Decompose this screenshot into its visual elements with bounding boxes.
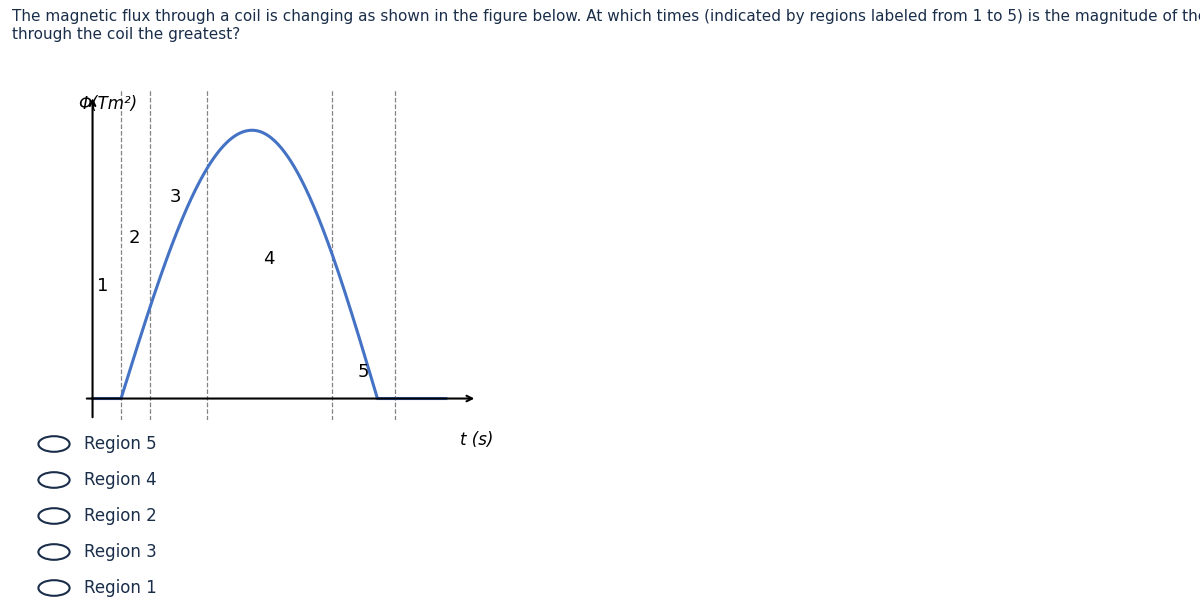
Text: t (s): t (s)	[461, 431, 494, 449]
Text: The magnetic flux through a coil is changing as shown in the figure below. At wh: The magnetic flux through a coil is chan…	[12, 9, 1200, 24]
Text: through the coil the greatest?: through the coil the greatest?	[12, 27, 240, 42]
Text: Region 5: Region 5	[84, 435, 157, 453]
Text: 2: 2	[128, 229, 140, 247]
Text: 4: 4	[264, 250, 275, 268]
Text: Φ(Tm²): Φ(Tm²)	[78, 95, 138, 113]
Text: Region 4: Region 4	[84, 471, 157, 489]
Text: 3: 3	[169, 188, 181, 206]
Text: Region 3: Region 3	[84, 543, 157, 561]
Text: 1: 1	[97, 277, 108, 295]
Text: 5: 5	[358, 363, 368, 381]
Text: Region 2: Region 2	[84, 507, 157, 525]
Text: Region 1: Region 1	[84, 579, 157, 597]
